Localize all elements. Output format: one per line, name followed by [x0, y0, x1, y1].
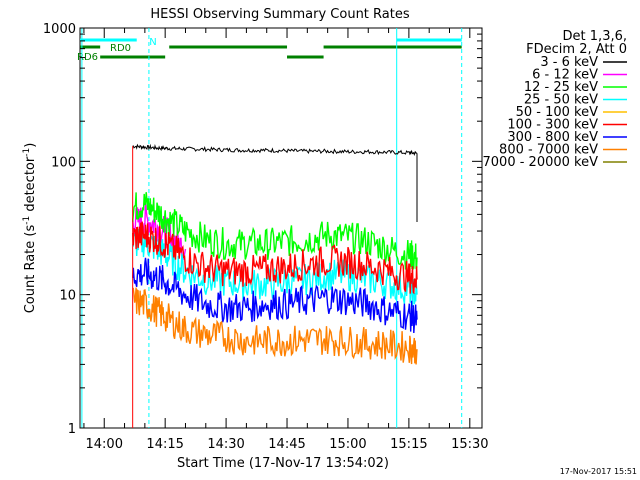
x-tick-label: 15:00 — [329, 437, 366, 452]
series-line — [132, 203, 187, 262]
x-axis-label: Start Time (17-Nov-17 13:54:02) — [177, 456, 389, 471]
y-tick-label: 1000 — [43, 22, 76, 37]
series-line — [132, 287, 418, 365]
legend-entry-label: 800 - 7000 keV — [499, 143, 598, 158]
x-axis-ticks: 14:00 14:15 14:30 14:45 15:00 15:15 15:30 — [83, 28, 489, 452]
legend-entry-label: 7000 - 20000 keV — [483, 155, 599, 170]
legend-entry-label: 300 - 800 keV — [507, 130, 598, 145]
x-tick-label: 15:15 — [390, 437, 427, 452]
legend-entry-label: 12 - 25 keV — [524, 80, 598, 95]
legend-header-line: FDecim 2, Att 0 — [526, 42, 627, 57]
footer-timestamp: 17-Nov-2017 15:51 — [560, 467, 637, 476]
chart-title: HESSI Observing Summary Count Rates — [150, 7, 409, 22]
series-line — [132, 221, 418, 295]
legend-entry-label: 25 - 50 keV — [524, 93, 598, 108]
flag-label-rd0: RD0 — [110, 43, 131, 54]
y-tick-label: 100 — [51, 155, 76, 170]
legend-entry-label: 50 - 100 keV — [516, 105, 599, 120]
series-line — [132, 257, 418, 334]
legend-entry-label: 6 - 12 keV — [532, 68, 598, 83]
y-axis-label: Count Rate (s-1 detector-1) — [22, 143, 38, 314]
series-lines — [132, 143, 418, 428]
y-tick-label: 1 — [68, 422, 76, 437]
y-axis-ticks: 1 10 100 1000 — [43, 22, 482, 437]
legend-entry-label: 100 - 300 keV — [507, 118, 598, 133]
x-tick-label: 14:45 — [268, 437, 305, 452]
legend-entry-label: 3 - 6 keV — [540, 55, 598, 70]
x-tick-label: 15:30 — [451, 437, 488, 452]
x-tick-label: 14:00 — [86, 437, 123, 452]
series-line — [132, 192, 418, 270]
plot-frame — [79, 27, 483, 429]
series-line — [132, 143, 418, 157]
x-tick-label: 14:15 — [146, 437, 183, 452]
legend-header-line: Det 1,3,6, — [563, 29, 627, 44]
x-tick-label: 14:30 — [207, 437, 244, 452]
flag-label-rd6: RD6 — [77, 52, 98, 63]
y-tick-label: 10 — [59, 289, 76, 304]
mode-flags: N RD0 RD6 — [77, 37, 462, 63]
flag-label-n: N — [149, 37, 156, 48]
